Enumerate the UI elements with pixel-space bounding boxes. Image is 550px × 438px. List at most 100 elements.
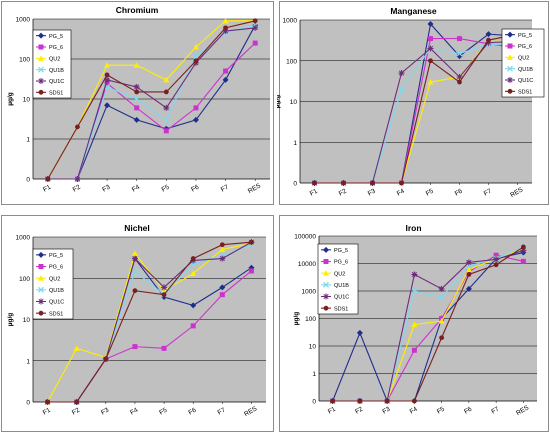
iron-data-point-sds1 (384, 398, 390, 404)
manganese-x-tick-label: F7 (483, 188, 493, 198)
manganese-x-tick-label: F6 (454, 188, 464, 198)
iron-x-tick-label: F4 (409, 406, 419, 416)
nichel-series-line-qu2 (47, 242, 252, 403)
chromium-chart-title: Chromium (116, 5, 159, 15)
chromium-data-point-sds1 (75, 124, 80, 130)
iron-legend-marker-pg-5 (323, 246, 329, 253)
nichel-data-point-sds1 (219, 242, 225, 248)
chromium-x-tick-label: F3 (101, 184, 111, 194)
nichel-data-point-sds1 (249, 239, 254, 245)
nichel-legend-label-pg-5: PG_5 (49, 253, 63, 259)
chromium-y-tick-label: 100 (19, 57, 30, 64)
chromium-data-point-pg-5 (133, 116, 140, 123)
nichel-data-point-qu2 (73, 345, 80, 351)
chromium-data-point-qu2 (163, 76, 170, 83)
iron-legend-label-qu1c: QU1C (334, 295, 349, 301)
iron-legend (317, 243, 359, 315)
iron-legend-label-qu2: QU2 (334, 271, 345, 277)
chromium-data-point-qu1b (133, 96, 140, 102)
manganese-data-point-sds1 (457, 79, 462, 85)
nichel-y-tick-label: 0 (26, 400, 30, 407)
iron-chart-title: Iron (405, 223, 421, 233)
iron-data-point-sds1 (357, 398, 363, 404)
manganese-series-line-sds1 (314, 33, 518, 184)
chromium-data-point-sds1 (134, 89, 140, 95)
manganese-legend-label-qu1b: QU1B (518, 67, 533, 73)
chromium-data-point-qu1c (222, 28, 229, 35)
manganese-data-point-sds1 (399, 180, 404, 186)
nichel-y-axis-label: µg/g (7, 313, 14, 327)
chromium-y-tick-label: 0 (26, 177, 30, 184)
iron-legend-label-pg-5: PG_5 (334, 248, 348, 254)
nichel-data-point-qu2 (219, 246, 226, 252)
iron-y-tick-label: 0 (312, 399, 316, 406)
iron-data-point-sds1 (411, 398, 417, 404)
nichel-y-tick-label: 10 (23, 317, 31, 324)
nichel-data-point-qu1c (161, 284, 168, 291)
nichel-legend-marker-qu1b (38, 286, 44, 293)
chromium-data-point-qu1b (163, 116, 170, 123)
chromium-legend-marker-pg-5 (38, 32, 44, 39)
manganese-y-tick-label: 0 (293, 181, 297, 188)
chromium-data-point-qu1c (163, 104, 170, 111)
iron-x-tick-label: F7 (490, 406, 500, 416)
iron-data-point-qu1c (493, 256, 500, 263)
nichel-legend-marker-sds1 (38, 310, 44, 316)
manganese-data-point-pg-6 (457, 36, 462, 42)
chromium-x-tick-label: F5 (161, 184, 171, 194)
manganese-chart-title: Manganese (390, 6, 437, 16)
manganese-legend-label-qu1c: QU1C (518, 78, 533, 84)
nichel-legend (32, 248, 74, 320)
chart-panel-nichel: Nichel 0 1 10 100 1000 µg/g F1 F2 F3 F4 F5 F6 F7 RES PG… (0, 214, 275, 433)
manganese-legend-marker-qu1c (507, 77, 513, 83)
chart-panel-manganese: Manganese 0 1 10 100 1000 µg/g F1 F2 F3 F4 F5 F6 F7 RE… (274, 0, 550, 206)
iron-y-tick-label: 10 (309, 344, 317, 351)
iron-data-point-sds1 (330, 398, 336, 404)
chromium-series-line-pg-5 (47, 24, 256, 180)
nichel-data-point-qu2 (131, 250, 138, 256)
nichel-data-point-pg-6 (248, 268, 254, 274)
iron-legend-label-pg-6: PG_6 (334, 260, 348, 266)
iron-data-point-qu1b (438, 294, 445, 301)
nichel-data-point-sds1 (103, 356, 109, 362)
iron-data-point-qu1c (438, 285, 445, 292)
chromium-x-tick-label: F7 (220, 184, 230, 194)
manganese-data-point-sds1 (370, 180, 375, 186)
nichel-x-tick-label: F7 (217, 407, 227, 417)
manganese-data-point-qu1c (398, 70, 405, 77)
manganese-y-tick-label: 1 (293, 140, 297, 147)
iron-data-point-qu2 (465, 266, 472, 273)
nichel-x-tick-label: F2 (71, 407, 81, 417)
iron-data-point-qu2 (438, 318, 445, 324)
chromium-y-axis-label: µg/g (7, 92, 14, 106)
iron-y-tick-label: 100000 (294, 234, 316, 241)
manganese-data-point-sds1 (428, 58, 433, 64)
chromium-x-tick-label: F1 (42, 184, 52, 194)
nichel-y-tick-label: 1 (26, 358, 30, 365)
chromium-series-line-qu1c (47, 27, 256, 180)
chromium-series-line-sds1 (47, 20, 256, 180)
chromium-y-tick-label: 1 (26, 137, 30, 144)
chromium-data-point-qu1c (104, 76, 111, 83)
nichel-legend-label-pg-6: PG_6 (49, 265, 63, 271)
manganese-data-point-qu2 (427, 79, 434, 85)
nichel-data-point-qu1c (131, 255, 138, 262)
iron-x-tick-label: F1 (327, 406, 337, 416)
iron-x-tick-label: F6 (463, 406, 473, 416)
nichel-data-point-sds1 (190, 256, 196, 261)
manganese-data-point-qu1b (456, 50, 463, 57)
nichel-data-point-pg-5 (219, 284, 226, 291)
manganese-legend-marker-pg-5 (507, 31, 513, 38)
iron-legend-label-qu1b: QU1B (334, 283, 349, 289)
manganese-x-tick-label: F2 (338, 188, 348, 198)
nichel-chart-title: Nichel (124, 223, 150, 233)
iron-y-axis-label: µg/g (293, 312, 300, 326)
manganese-data-point-sds1 (486, 37, 491, 43)
manganese-legend-marker-pg-6 (507, 43, 513, 49)
chart-svg-iron: Iron 0 1 10 100 1000 10000 100000 µg/g F1 F2 F3 F4 F5… (279, 215, 549, 432)
manganese-legend-label-sds1: SDS1 (518, 90, 532, 96)
manganese-data-point-qu1b (398, 86, 405, 93)
iron-legend-marker-qu2 (323, 270, 329, 276)
